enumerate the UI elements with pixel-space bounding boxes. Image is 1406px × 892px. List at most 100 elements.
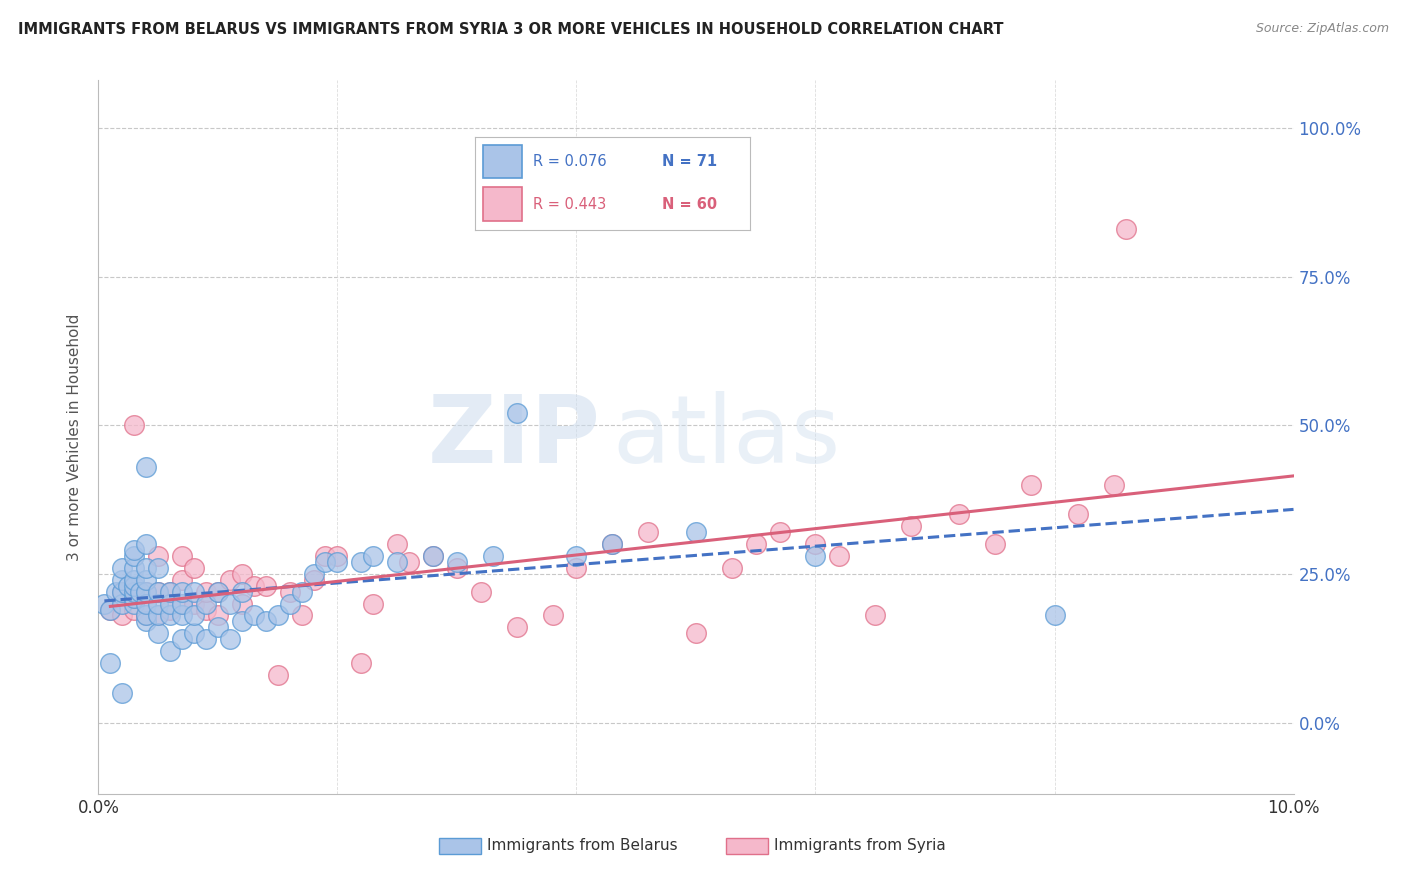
Point [900, 519, 922, 533]
Point [135, 597, 157, 611]
Point [135, 597, 157, 611]
Point [363, 549, 385, 563]
Point [124, 597, 146, 611]
Text: IMMIGRANTS FROM BELARUS VS IMMIGRANTS FROM SYRIA 3 OR MORE VEHICLES IN HOUSEHOLD: IMMIGRANTS FROM BELARUS VS IMMIGRANTS FR… [18, 22, 1004, 37]
Point [124, 561, 146, 575]
Point [148, 608, 170, 623]
Point [422, 549, 444, 563]
Point [1115, 222, 1137, 236]
Point [111, 573, 134, 587]
Point [267, 668, 290, 682]
Text: Source: ZipAtlas.com: Source: ZipAtlas.com [1256, 22, 1389, 36]
Point [721, 561, 744, 575]
Point [111, 686, 134, 700]
Point [385, 537, 409, 551]
Point [148, 584, 170, 599]
Point [506, 406, 529, 420]
Point [111, 597, 134, 611]
Point [135, 608, 157, 623]
Point [291, 608, 314, 623]
Point [278, 597, 301, 611]
Point [602, 537, 624, 551]
Point [541, 608, 564, 623]
Point [565, 549, 588, 563]
Point [446, 561, 468, 575]
Point [172, 597, 194, 611]
Point [267, 608, 290, 623]
Point [828, 549, 851, 563]
Point [172, 584, 194, 599]
Point [148, 626, 170, 640]
Point [183, 584, 205, 599]
Text: Immigrants from Syria: Immigrants from Syria [773, 838, 945, 853]
Point [637, 525, 659, 540]
Point [135, 584, 157, 599]
Point [602, 537, 624, 551]
Point [148, 608, 170, 623]
Point [135, 537, 157, 551]
Point [135, 573, 157, 587]
Point [135, 608, 157, 623]
Point [984, 537, 1007, 551]
Point [159, 602, 181, 616]
Point [124, 579, 146, 593]
Point [231, 584, 253, 599]
Point [159, 584, 181, 599]
Point [183, 626, 205, 640]
Point [195, 584, 218, 599]
Point [124, 602, 146, 616]
Point [207, 584, 229, 599]
Point [124, 543, 146, 558]
Point [117, 579, 139, 593]
Point [124, 584, 146, 599]
Point [363, 597, 385, 611]
Point [254, 615, 277, 629]
Point [506, 620, 529, 634]
Point [254, 579, 277, 593]
Text: Immigrants from Belarus: Immigrants from Belarus [486, 838, 678, 853]
Point [685, 626, 707, 640]
Point [302, 573, 325, 587]
Point [172, 573, 194, 587]
Point [172, 608, 194, 623]
Point [111, 584, 134, 599]
Point [769, 525, 792, 540]
Point [98, 656, 122, 670]
Point [159, 597, 181, 611]
Point [231, 615, 253, 629]
Point [183, 597, 205, 611]
Point [98, 602, 122, 616]
Point [124, 418, 146, 433]
Point [1067, 508, 1090, 522]
Text: ZIP: ZIP [427, 391, 600, 483]
Point [148, 584, 170, 599]
Point [1104, 477, 1126, 491]
Point [159, 584, 181, 599]
Point [243, 579, 266, 593]
Point [565, 561, 588, 575]
Point [291, 584, 314, 599]
Point [745, 537, 768, 551]
Point [315, 549, 337, 563]
Point [219, 597, 242, 611]
Point [948, 508, 970, 522]
Point [148, 549, 170, 563]
Point [685, 525, 707, 540]
Point [207, 620, 229, 634]
Point [385, 555, 409, 569]
Point [302, 566, 325, 581]
Point [326, 555, 349, 569]
Point [350, 656, 373, 670]
Point [135, 561, 157, 575]
Point [159, 644, 181, 658]
Point [124, 573, 146, 587]
Point [219, 632, 242, 647]
Point [159, 608, 181, 623]
Point [98, 602, 122, 616]
Point [446, 555, 468, 569]
Point [482, 549, 505, 563]
Point [135, 459, 157, 474]
Point [105, 584, 128, 599]
Point [172, 597, 194, 611]
Point [129, 584, 152, 599]
